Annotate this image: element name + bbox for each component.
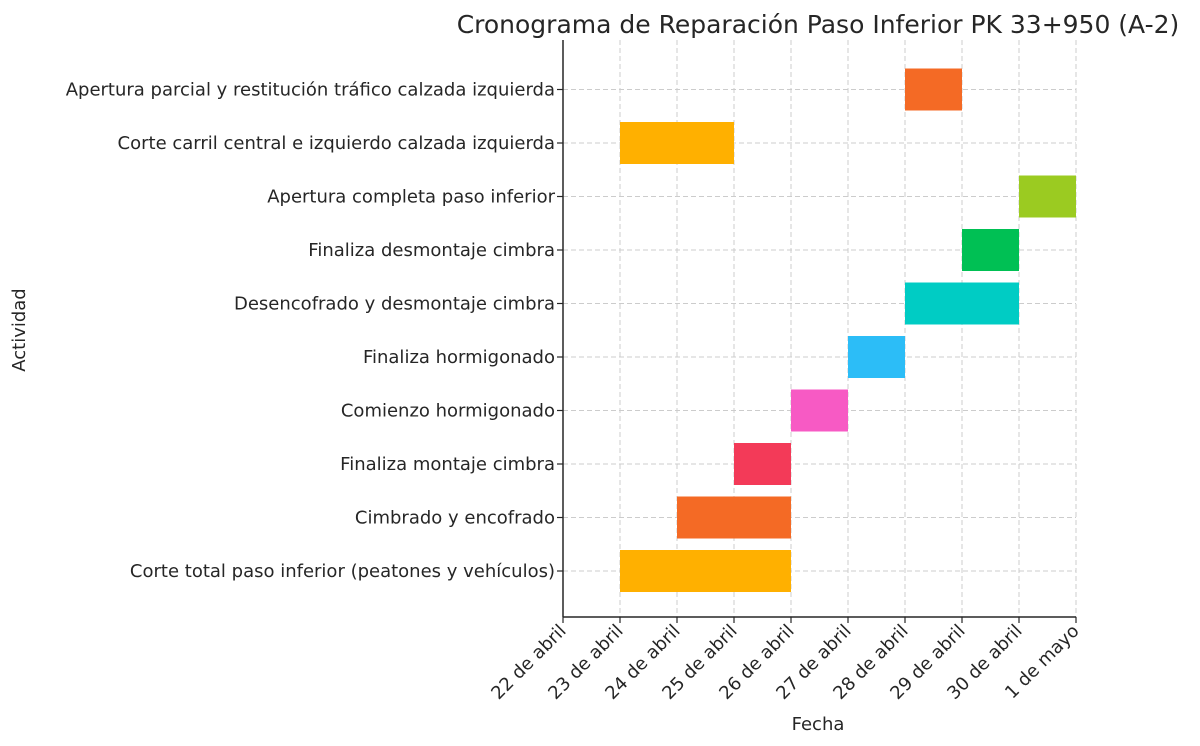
gantt-bar bbox=[905, 282, 1019, 325]
y-tick-label: Apertura parcial y restitución tráfico c… bbox=[66, 80, 555, 101]
y-tick-label: Cimbrado y encofrado bbox=[355, 508, 555, 529]
gantt-bar bbox=[734, 443, 791, 485]
y-tick-label: Comienzo hormigonado bbox=[341, 401, 555, 422]
gantt-bar bbox=[962, 229, 1019, 271]
gantt-bar bbox=[620, 550, 791, 592]
gantt-bar bbox=[848, 336, 905, 378]
y-tick-labels: Corte total paso inferior (peatones y ve… bbox=[66, 80, 563, 582]
bar-layer bbox=[620, 68, 1076, 592]
axis-layer bbox=[562, 40, 1076, 618]
gantt-bar bbox=[677, 496, 791, 539]
gantt-bar bbox=[620, 122, 734, 164]
y-tick-label: Apertura completa paso inferior bbox=[267, 187, 555, 208]
chart-title: Cronograma de Reparación Paso Inferior P… bbox=[457, 10, 1180, 39]
y-tick-label: Corte total paso inferior (peatones y ve… bbox=[130, 561, 555, 582]
x-axis-label: Fecha bbox=[792, 714, 845, 735]
y-axis-label: Actividad bbox=[9, 288, 30, 372]
y-tick-label: Corte carril central e izquierdo calzada… bbox=[118, 133, 555, 154]
y-tick-label: Finaliza hormigonado bbox=[363, 347, 555, 368]
y-tick-label: Desencofrado y desmontaje cimbra bbox=[234, 294, 555, 315]
y-tick-label: Finaliza montaje cimbra bbox=[340, 454, 555, 475]
gantt-bar bbox=[905, 68, 962, 111]
gantt-bar bbox=[1019, 175, 1076, 218]
gantt-bar bbox=[791, 389, 848, 432]
y-tick-label: Finaliza desmontaje cimbra bbox=[308, 240, 555, 261]
